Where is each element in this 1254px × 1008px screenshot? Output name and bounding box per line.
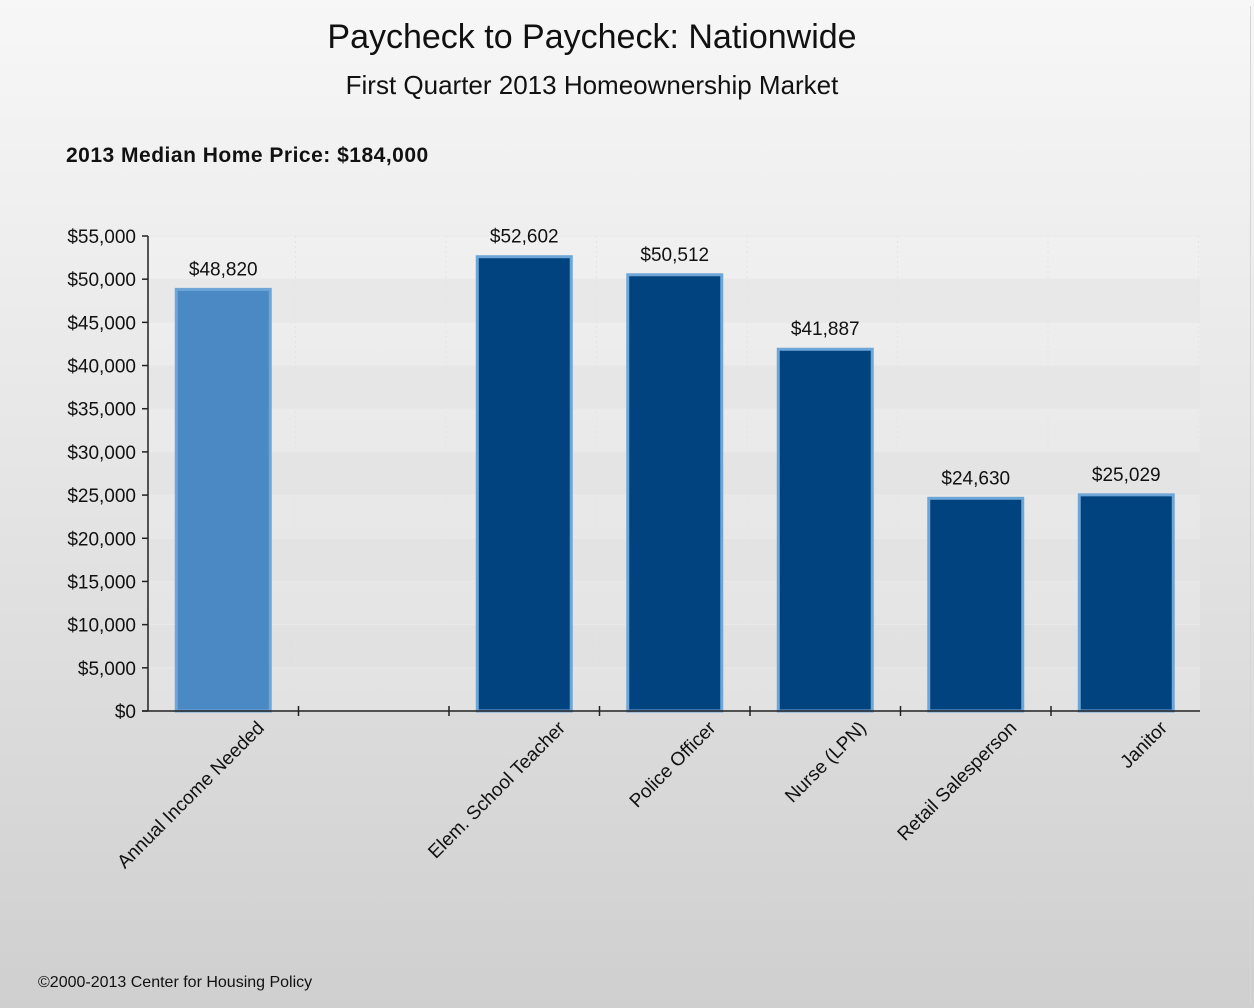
data-label: $41,887 — [791, 319, 860, 340]
bars — [174, 255, 1175, 713]
x-category-label: Annual Income Needed — [114, 718, 269, 873]
chart-frame — [8, 6, 1251, 1003]
y-tick-label: $40,000 — [67, 357, 136, 378]
copyright-footer: ©2000-2013 Center for Housing Policy — [38, 974, 313, 991]
axes — [142, 235, 1200, 716]
bar-elem-school-teacher — [475, 255, 573, 713]
y-tick-label: $55,000 — [67, 227, 136, 248]
x-category-label: Retail Salesperson — [894, 718, 1022, 846]
x-category-label: Elem. School Teacher — [424, 717, 570, 863]
chart-subtitle: First Quarter 2013 Homeownership Market — [345, 70, 839, 100]
bar-annual-income-needed — [174, 287, 272, 713]
y-tick-label: $30,000 — [67, 443, 136, 464]
x-category-label: Janitor — [1117, 717, 1173, 773]
x-category-label: Nurse (LPN) — [781, 718, 871, 808]
bar-retail-salesperson — [927, 496, 1025, 713]
bar-police-officer — [626, 273, 724, 713]
data-label: $24,630 — [941, 468, 1010, 489]
x-category-label: Police Officer — [626, 717, 721, 812]
data-label: $25,029 — [1092, 465, 1161, 486]
median-home-price-note: 2013 Median Home Price: $184,000 — [66, 144, 429, 167]
data-label: $52,602 — [490, 227, 559, 248]
bar-nurse-lpn- — [776, 347, 874, 713]
data-label: $48,820 — [189, 259, 258, 280]
data-label: $50,512 — [640, 245, 709, 266]
y-tick-label: $5,000 — [78, 659, 136, 680]
y-tick-label: $45,000 — [67, 313, 136, 334]
y-tick-label: $0 — [115, 702, 136, 723]
y-tick-label: $25,000 — [67, 486, 136, 507]
y-tick-label: $35,000 — [67, 400, 136, 421]
y-tick-label: $50,000 — [67, 270, 136, 291]
bar-janitor — [1077, 493, 1175, 713]
y-tick-label: $15,000 — [67, 572, 136, 593]
y-tick-label: $20,000 — [67, 529, 136, 550]
chart-title: Paycheck to Paycheck: Nationwide — [327, 18, 857, 56]
y-tick-label: $10,000 — [67, 616, 136, 637]
